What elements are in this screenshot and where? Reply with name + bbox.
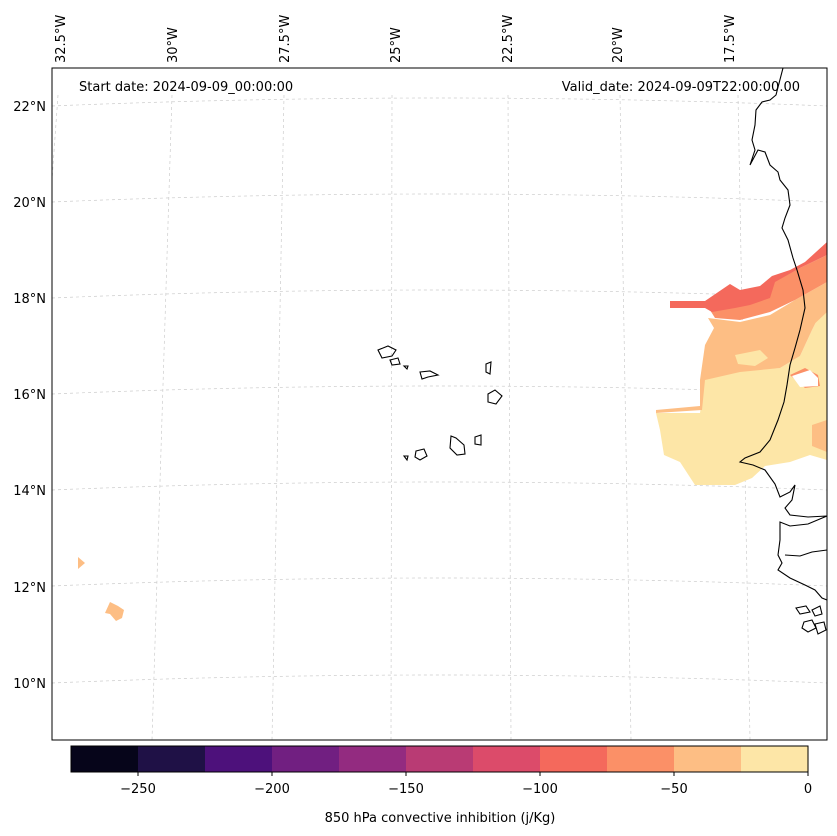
colorbar-label: 850 hPa convective inhibition (j/Kg): [325, 811, 556, 826]
bissagos-island-c: [801, 619, 817, 633]
lat-label: 20°N: [13, 196, 46, 211]
cap-vert-island-sao-vicente: [389, 357, 401, 366]
cap-vert-island-santo-antao: [377, 345, 397, 359]
colorbar-swatch: [674, 746, 742, 772]
meridian-32-5w: [51, 94, 59, 181]
start-date-label: Start date: 2024-09-09_00:00:00: [79, 80, 293, 95]
lon-label: 30°W: [166, 27, 181, 63]
contour-minus-75-to-minus-100: [670, 242, 827, 312]
parallel-14n: [51, 481, 828, 491]
contour-hole-lobe: [735, 350, 768, 366]
bissagos-island-b: [811, 605, 823, 617]
colorbar-swatch: [473, 746, 541, 772]
parallel-16n: [51, 385, 828, 395]
colorbar-tick-label: −100: [522, 782, 558, 797]
cap-vert-island-santiago: [449, 435, 466, 456]
africa-coastline: [738, 67, 828, 601]
parallel-12n: [51, 577, 828, 587]
contour-west-speck-a: [78, 557, 85, 569]
cin-contours: [78, 242, 827, 621]
valid-date-label: Valid_date: 2024-09-09T22:00:00.00: [562, 80, 800, 95]
colorbar-tick-label: −250: [120, 782, 156, 797]
cap-vert-island-sao-nicolau: [419, 370, 440, 380]
colorbar: [70, 745, 809, 773]
cap-vert-island-brava: [402, 455, 409, 462]
lat-label: 14°N: [13, 484, 46, 499]
map-frame: [51, 67, 828, 741]
coastlines: [377, 67, 828, 635]
parallel-10n: [51, 674, 828, 684]
parallel-20n: [51, 193, 828, 203]
gambia-inlet: [784, 549, 828, 557]
lat-label: 12°N: [13, 581, 46, 596]
colorbar-tick-labels: −250 −200 −150 −100 −50 0: [120, 782, 812, 797]
colorbar-swatch: [205, 746, 273, 772]
latitude-labels: 22°N 20°N 18°N 16°N 14°N 12°N 10°N: [13, 100, 46, 692]
contour-0-to-minus-25: [656, 300, 827, 485]
colorbar-swatch: [607, 746, 675, 772]
colorbar-swatch: [272, 746, 340, 772]
colorbar-swatch: [138, 746, 206, 772]
cap-vert-island-sal: [485, 361, 492, 375]
contour-west-speck-b: [105, 602, 124, 621]
parallel-18n: [51, 289, 828, 299]
colorbar-tick-label: 0: [804, 782, 812, 797]
lon-label: 32.5°W: [54, 15, 69, 63]
lat-label: 22°N: [13, 100, 46, 115]
contour-east-strip: [812, 420, 827, 452]
cap-vert-island-santa-luzia: [402, 365, 409, 371]
lon-label: 25°W: [389, 27, 404, 63]
colorbar-swatch: [741, 746, 809, 772]
cap-vert-island-fogo: [414, 448, 428, 461]
contour-minus-25-to-minus-50: [656, 282, 827, 413]
meridian-25w: [390, 94, 393, 741]
colorbar-swatch: [406, 746, 474, 772]
cap-vert-island-maio: [474, 434, 482, 446]
meridian-22-5w: [507, 94, 512, 741]
lat-label: 10°N: [13, 677, 46, 692]
lat-label: 16°N: [13, 388, 46, 403]
colorbar-ticks: [137, 772, 809, 776]
colorbar-tick-label: −200: [254, 782, 290, 797]
longitude-labels: 32.5°W 30°W 27.5°W 25°W 22.5°W 20°W 17.5…: [54, 15, 738, 63]
bissagos-island-d: [814, 621, 827, 635]
contour-minus-25-band-east: [795, 292, 827, 336]
bissagos-island-a: [795, 605, 811, 615]
colorbar-swatch: [71, 746, 139, 772]
colorbar-swatch: [540, 746, 608, 772]
colorbar-swatch: [339, 746, 407, 772]
meridian-30w: [151, 94, 173, 741]
colorbar-frame: [70, 745, 809, 773]
graticule: [51, 94, 828, 741]
lat-label: 18°N: [13, 292, 46, 307]
lon-label: 22.5°W: [501, 15, 516, 63]
parallel-22n: [51, 97, 828, 107]
cap-vert-island-boa-vista: [487, 389, 503, 405]
meridian-27-5w: [271, 94, 285, 741]
lon-label: 27.5°W: [278, 15, 293, 63]
colorbar-tick-label: −150: [388, 782, 424, 797]
colorbar-tick-label: −50: [660, 782, 687, 797]
contour-hole-white: [792, 370, 818, 387]
meridian-20w: [619, 94, 632, 741]
lon-label: 20°W: [611, 27, 626, 63]
lon-label: 17.5°W: [723, 15, 738, 63]
